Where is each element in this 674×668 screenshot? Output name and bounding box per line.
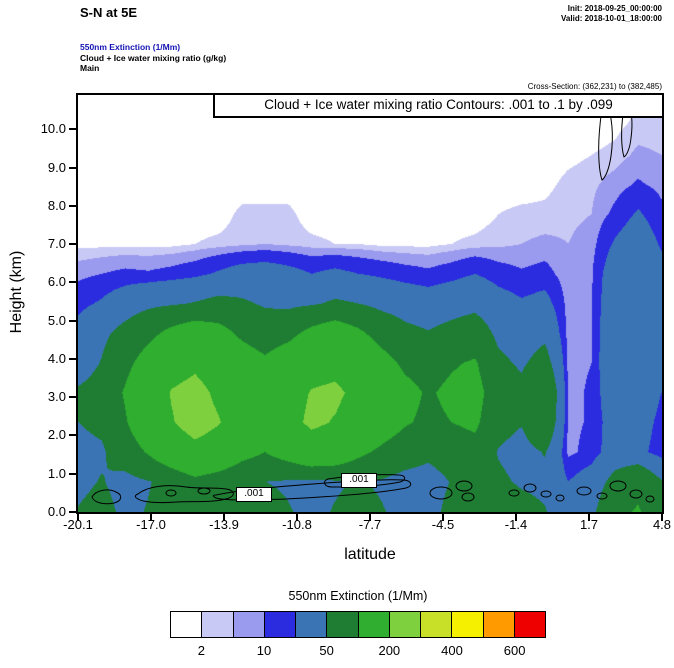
y-tick-label: 6.0 [47, 274, 66, 290]
y-tick-label: 8.0 [47, 197, 66, 213]
field-extinction: 550nm Extinction (1/Mm) [80, 42, 181, 52]
y-tick-label: 1.0 [47, 465, 66, 481]
colorbar [170, 611, 546, 638]
x-tick-label: -4.5 [431, 517, 455, 532]
colorbar-cell [513, 611, 546, 638]
x-tick-label: -10.8 [282, 517, 312, 532]
x-tick-mark [77, 514, 79, 521]
colorbar-cell [170, 611, 203, 638]
y-tick-label: 7.0 [47, 236, 66, 252]
colorbar-labels: 2 10 50 200 400 600 [170, 643, 546, 659]
x-tick-mark [296, 514, 298, 521]
y-tick-label: 10.0 [40, 121, 66, 137]
colorbar-cell [201, 611, 234, 638]
x-tick-mark [223, 514, 225, 521]
legend-title: 550nm Extinction (1/Mm) [288, 589, 428, 603]
cross-section-label: Cross-Section: (362,231) to (382,485) [527, 82, 662, 91]
y-tick-mark [69, 281, 78, 284]
x-tick-mark [150, 514, 152, 521]
colorbar-cell [388, 611, 421, 638]
x-tick-label: 1.7 [579, 517, 599, 532]
colorbar-tick-label: 2 [197, 643, 205, 658]
y-tick-mark [69, 128, 78, 131]
field-list: 550nm Extinction (1/Mm) Cloud + Ice wate… [80, 42, 226, 74]
y-tick-mark [69, 166, 78, 169]
x-tick-mark [515, 514, 517, 521]
field-domain: Main [80, 63, 100, 73]
x-tick-mark [661, 514, 663, 521]
colorbar-tick-label: 400 [441, 643, 463, 658]
colorbar-cell [451, 611, 484, 638]
y-tick-mark [69, 511, 78, 513]
colorbar-tick-label: 600 [503, 643, 526, 658]
x-axis-title: latitude [344, 546, 396, 563]
colorbar-cell [357, 611, 390, 638]
x-tick-mark [369, 514, 371, 521]
contour-label: .001 [341, 473, 377, 488]
valid-time: Valid: 2018-10-01_18:00:00 [561, 14, 662, 23]
colorbar-tick-label: 10 [256, 643, 272, 658]
colorbar-cell [482, 611, 515, 638]
x-tick-label: 4.8 [652, 517, 672, 532]
contour-info-box: Cloud + Ice water mixing ratio Contours:… [213, 93, 664, 118]
colorbar-tick-label: 50 [319, 643, 334, 658]
page-title: S-N at 5E [80, 5, 138, 20]
y-tick-mark [69, 204, 78, 207]
x-tick-label: -17.0 [136, 517, 166, 532]
colorbar-cell [326, 611, 359, 638]
colorbar-tick-label: 200 [378, 643, 401, 658]
x-tick-mark [588, 514, 590, 521]
y-tick-label: 4.0 [47, 350, 66, 366]
y-tick-label: 0.0 [47, 504, 66, 519]
init-valid-block: Init: 2018-09-25_00:00:00 Valid: 2018-10… [561, 4, 662, 24]
x-tick-label: -7.7 [358, 517, 382, 532]
y-tick-mark [69, 319, 78, 322]
y-tick-mark [69, 472, 78, 475]
y-tick-label: 5.0 [47, 312, 66, 328]
colorbar-cell [420, 611, 453, 638]
x-tick-label: -1.4 [504, 517, 528, 532]
colorbar-cell [295, 611, 328, 638]
contour-canvas [78, 95, 662, 512]
plot-area: Cloud + Ice water mixing ratio Contours:… [76, 93, 664, 514]
field-mixing-ratio: Cloud + Ice water mixing ratio (g/kg) [80, 52, 227, 63]
y-tick-mark [69, 243, 78, 246]
x-tick-label: -13.9 [209, 517, 239, 532]
y-tick-label: 3.0 [47, 389, 66, 405]
init-time: Init: 2018-09-25_00:00:00 [567, 4, 662, 13]
colorbar-cell [232, 611, 265, 638]
x-tick-mark [442, 514, 444, 521]
y-tick-label: 9.0 [47, 159, 66, 175]
y-axis-title: Height (km) [8, 250, 25, 334]
y-tick-mark [69, 357, 78, 360]
y-tick-mark [69, 396, 78, 399]
y-tick-label: 2.0 [47, 427, 66, 443]
contour-label: .001 [236, 487, 272, 502]
colorbar-cell [263, 611, 296, 638]
x-tick-label: -20.1 [63, 517, 93, 532]
y-tick-mark [69, 434, 78, 437]
